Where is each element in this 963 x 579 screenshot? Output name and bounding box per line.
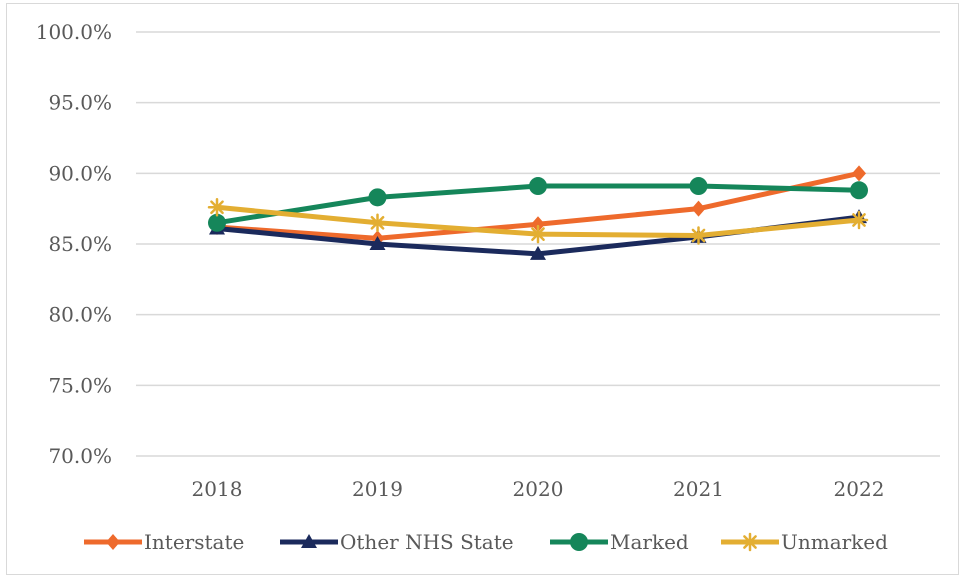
x-tick-label: 2018	[192, 477, 243, 501]
data-point	[689, 226, 708, 245]
legend-label: Unmarked	[781, 530, 888, 554]
data-point	[531, 216, 545, 233]
series-marked	[208, 177, 868, 232]
data-point	[529, 177, 547, 196]
legend-label: Interstate	[144, 530, 244, 554]
data-point	[849, 210, 869, 230]
y-tick-label: 70.0%	[48, 444, 112, 468]
y-tick-label: 75.0%	[48, 373, 112, 397]
data-point	[850, 181, 868, 200]
chart-frame	[6, 3, 959, 575]
asterisk-icon	[740, 532, 760, 552]
y-tick-label: 85.0%	[48, 232, 112, 256]
legend-label: Marked	[610, 530, 689, 554]
y-tick-label: 100.0%	[36, 20, 112, 44]
triangle-icon	[301, 534, 317, 548]
data-point	[691, 200, 706, 217]
data-point	[530, 245, 546, 260]
data-point	[368, 188, 387, 207]
circle-icon	[570, 533, 588, 551]
x-tick-label: 2021	[673, 477, 724, 501]
y-tick-label: 95.0%	[48, 91, 112, 115]
x-tick-label: 2022	[834, 477, 885, 501]
legend-item: Unmarked	[721, 530, 888, 554]
grid-lines	[136, 31, 940, 457]
diamond-icon	[106, 534, 120, 550]
x-tick-label: 2020	[513, 477, 564, 501]
data-point	[689, 177, 708, 196]
series-group	[207, 165, 869, 260]
data-point	[852, 165, 866, 182]
legend-item: Other NHS State	[280, 530, 514, 554]
y-tick-label: 80.0%	[48, 303, 112, 327]
y-tick-label: 90.0%	[48, 161, 112, 185]
data-point	[368, 213, 387, 233]
data-point	[369, 236, 386, 250]
data-point	[208, 213, 226, 232]
data-point	[528, 224, 548, 244]
data-point	[207, 198, 227, 217]
x-axis-ticks: 2018 2019 2020 2021 2022	[192, 477, 885, 501]
legend-item: Marked	[550, 530, 689, 554]
series-unmarked	[207, 198, 869, 245]
legend-label: Other NHS State	[340, 530, 514, 554]
legend-item: Interstate	[84, 530, 244, 554]
y-axis-ticks: 70.0% 75.0% 80.0% 85.0% 90.0% 95.0% 100.0%	[36, 20, 112, 468]
legend: Interstate Other NHS State Marked Unmarked	[84, 530, 888, 554]
x-tick-label: 2019	[352, 477, 403, 501]
